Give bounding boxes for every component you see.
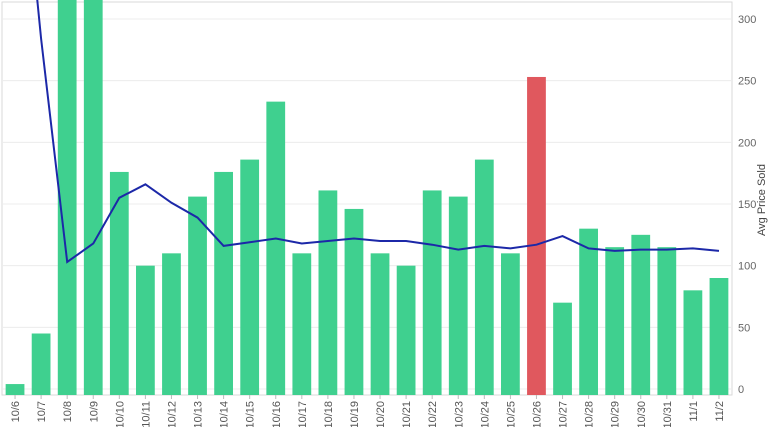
bar-10-22[interactable] (423, 190, 442, 395)
bar-10-12[interactable] (162, 253, 181, 395)
bar-10-18[interactable] (319, 190, 338, 395)
right-axis-tick-label: 0 (738, 384, 744, 396)
x-tick-label: 10/23 (453, 401, 465, 427)
bar-11-1[interactable] (684, 290, 703, 395)
right-axis-tick-label: 100 (738, 261, 756, 273)
right-axis-tick-label: 300 (738, 14, 756, 26)
x-tick-label: 11/2 (714, 401, 726, 422)
x-tick-label: 10/11 (140, 401, 152, 427)
x-tick-label: 10/15 (245, 401, 257, 427)
bar-10-15[interactable] (240, 160, 259, 395)
x-tick-label: 10/30 (636, 401, 648, 427)
x-tick-label: 10/26 (531, 401, 543, 427)
bar-10-19[interactable] (345, 209, 364, 395)
bar-10-23[interactable] (449, 197, 468, 395)
x-tick-label: 10/10 (114, 401, 126, 427)
bar-10-21[interactable] (397, 266, 416, 395)
bar-10-14[interactable] (214, 172, 233, 395)
x-tick-label: 10/29 (610, 401, 622, 427)
bar-10-17[interactable] (292, 253, 311, 395)
x-tick-label: 10/27 (558, 401, 570, 427)
bar-10-24[interactable] (475, 160, 494, 395)
x-tick-label: 10/7 (36, 401, 48, 422)
bar-10-20[interactable] (371, 253, 390, 395)
right-axis-tick-label: 150 (738, 199, 756, 211)
bar-10-11[interactable] (136, 266, 155, 395)
bar-10-9[interactable] (84, 0, 103, 395)
bar-10-27[interactable] (553, 303, 572, 395)
x-tick-label: 10/12 (166, 401, 178, 427)
x-tick-label: 10/18 (323, 401, 335, 427)
bar-10-6[interactable] (6, 384, 25, 395)
x-tick-label: 10/31 (662, 401, 674, 427)
x-tick-label: 10/28 (584, 401, 596, 427)
x-tick-label: 10/13 (193, 401, 205, 427)
x-tick-label: 10/21 (401, 401, 413, 427)
right-axis-label: Avg Price Sold (756, 164, 768, 236)
bar-10-7[interactable] (32, 334, 51, 396)
x-tick-label: 10/8 (62, 401, 74, 422)
x-tick-label: 10/22 (427, 401, 439, 427)
bar-10-25[interactable] (501, 253, 520, 395)
x-tick-label: 10/17 (297, 401, 309, 427)
x-tick-label: 10/6 (10, 401, 22, 422)
bar-10-29[interactable] (605, 247, 624, 395)
right-axis-tick-label: 50 (738, 322, 750, 334)
bar-10-28[interactable] (579, 229, 598, 395)
x-tick-label: 10/16 (271, 401, 283, 427)
bar-10-13[interactable] (188, 197, 207, 395)
bar-series (6, 0, 729, 395)
x-tick-label: 10/9 (88, 401, 100, 422)
bar-10-26[interactable] (527, 77, 546, 395)
bar-10-31[interactable] (657, 247, 676, 395)
right-axis-tick-label: 200 (738, 137, 756, 149)
x-tick-label: 10/25 (505, 401, 517, 427)
x-tick-label: 10/24 (479, 401, 491, 427)
bar-10-30[interactable] (631, 235, 650, 395)
bar-10-16[interactable] (266, 102, 285, 395)
x-tick-label: 10/19 (349, 401, 361, 427)
x-tick-label: 10/14 (219, 401, 231, 427)
x-tick-label: 10/20 (375, 401, 387, 427)
x-tick-label: 11/1 (688, 401, 700, 422)
bar-11-2[interactable] (710, 278, 729, 395)
right-axis-tick-label: 250 (738, 76, 756, 88)
bar-10-10[interactable] (110, 172, 129, 395)
